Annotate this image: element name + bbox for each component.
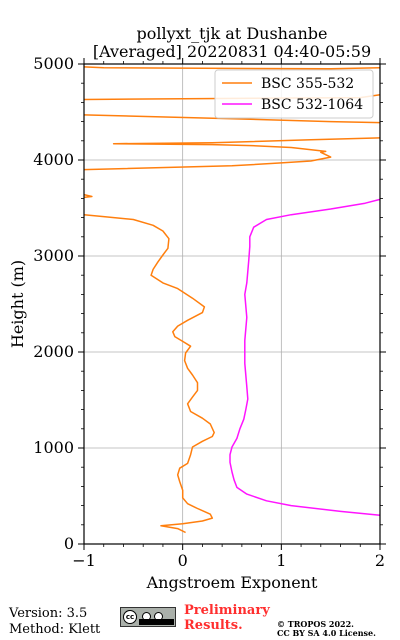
legend-box: [214, 69, 374, 119]
license-text: CC BY SA 4.0 License.: [277, 628, 376, 638]
x-tick-label: 1: [276, 551, 286, 570]
series-line-bsc-355-532: [83, 193, 93, 199]
series-line-bsc-355-532: [83, 137, 381, 171]
copyright-text: © TROPOS 2022.: [277, 619, 354, 629]
x-axis-label: Angstroem Exponent: [146, 573, 318, 592]
series-line-bsc-355-532: [83, 114, 381, 124]
y-axis-label: Height (m): [8, 260, 27, 348]
series-line-bsc-355-532: [83, 66, 381, 70]
cc-logo-icon: cc: [123, 610, 137, 624]
y-tick-label: 2000: [33, 342, 74, 361]
chart-title: pollyxt_tjk at Dushanbe: [136, 24, 327, 43]
y-tick-label: 1000: [33, 438, 74, 457]
license-bar: [139, 619, 174, 625]
preliminary-line-2: Results.: [184, 618, 243, 633]
legend: BSC 355-532 BSC 532-1064: [214, 69, 374, 119]
y-tick-label: 4000: [33, 150, 74, 169]
y-tick-label: 3000: [33, 246, 74, 265]
plot-frame: [83, 63, 381, 545]
x-tick-label: −1: [72, 551, 96, 570]
series-line-bsc-355-532: [83, 213, 215, 534]
x-tick-label: 0: [178, 551, 188, 570]
x-tick-label: 2: [375, 551, 385, 570]
cc-by-sa-license-icon: cc: [120, 607, 176, 627]
chart-subtitle: [Averaged] 20220831 04:40-05:59: [93, 42, 371, 61]
y-tick-label: 5000: [33, 54, 74, 73]
series-layer: [83, 66, 381, 534]
preliminary-line-1: Preliminary: [184, 603, 270, 618]
legend-label-bsc-532-1064: BSC 532-1064: [261, 97, 363, 113]
preliminary-results-note: Preliminary Results.: [184, 603, 270, 633]
method-text: Method: Klett: [9, 622, 101, 637]
version-text: Version: 3.5: [9, 606, 88, 621]
y-tick-label: 0: [64, 534, 74, 553]
series-line-bsc-532-1064: [229, 198, 381, 516]
legend-label-bsc-355-532: BSC 355-532: [261, 76, 354, 92]
